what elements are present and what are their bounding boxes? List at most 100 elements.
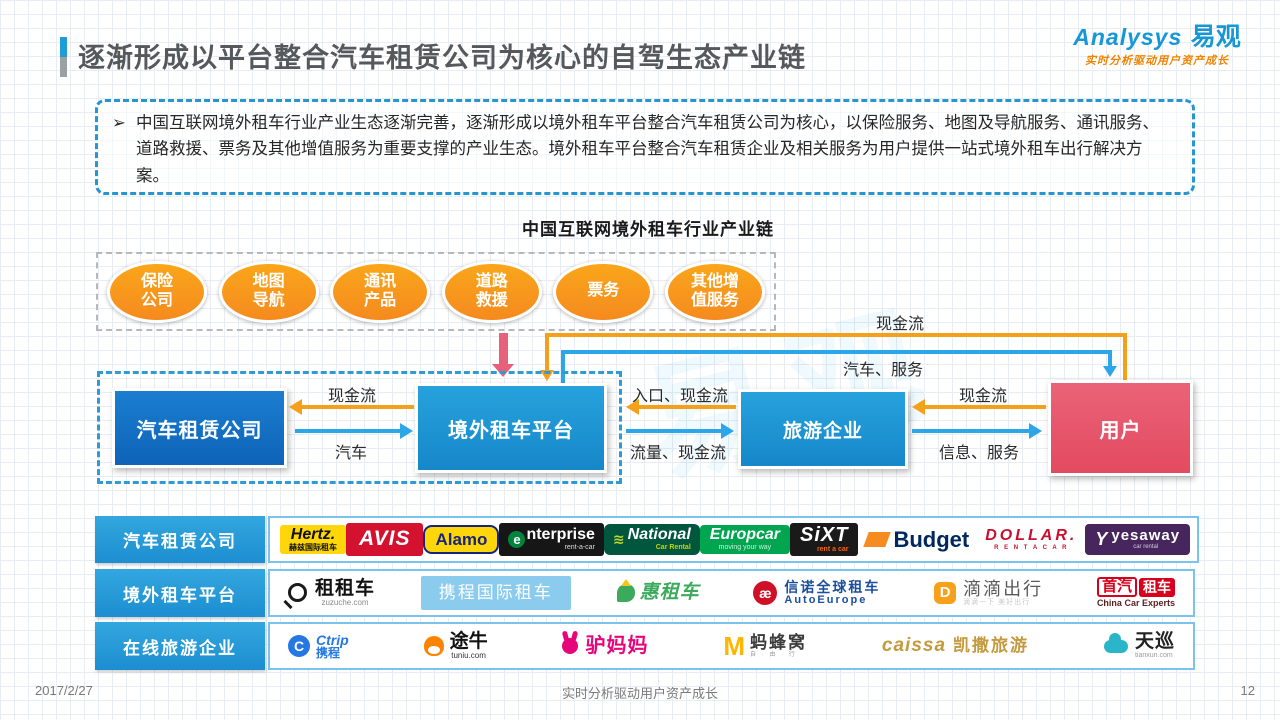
title-accent-bar	[60, 37, 67, 77]
ctrip-text: Ctrip 携程	[316, 633, 349, 659]
flow-platform-rental-line	[301, 405, 414, 409]
flow-travel-user-arrowhead-icon	[1029, 423, 1042, 439]
flow-platform-user-vline-left	[561, 350, 565, 383]
flow-label-cash-rental: 现金流	[327, 388, 376, 405]
shouqi-main-label: 首汽	[1096, 577, 1137, 598]
summary-box: ➢ 中国互联网境外租车行业产业生态逐渐完善，逐渐形成以境外租车平台整合汽车租赁公…	[95, 99, 1195, 195]
tianxun-main-row: 天巡	[1135, 632, 1175, 652]
europcar-text: Europcar moving your way	[710, 527, 780, 552]
huizuche-text: 惠租车	[640, 583, 700, 603]
enterprise-text: nterprise rent-a-car	[526, 527, 594, 552]
national-icon: ≋	[612, 530, 625, 547]
support-services-box: 保险 公司 地图 导航 通讯 产品 道路 救援 票务 其他增 值服务	[96, 252, 776, 331]
flow-label-traffic-cash: 流量、现金流	[629, 445, 726, 462]
ctrip-intl-main-row: 携程国际租车	[439, 584, 553, 602]
zuzuche-text: 租租车 zuzuche.com	[315, 577, 376, 607]
enterprise-main-row: nterprise	[526, 527, 594, 544]
didi-text: 滴滴出行 滴滴一下 美好出行	[963, 579, 1043, 606]
alamo-main-row: Alamo	[435, 530, 487, 549]
logo-hertz: Hertz. 赫兹国际租车	[280, 524, 346, 555]
caissa-text: caissa 凯撒旅游	[882, 636, 1029, 656]
logo-budget: Budget	[858, 524, 978, 555]
sixt-main-label: SiXT	[800, 524, 849, 547]
autoeurope-main-row: 信诺全球租车	[784, 580, 880, 595]
node-overseas-rental-platform: 境外租车平台	[415, 383, 607, 473]
row-label-platforms: 境外租车平台	[95, 569, 265, 617]
footer-slogan: 实时分析驱动用户资产成长	[561, 686, 718, 701]
page-title: 逐渐形成以平台整合汽车租赁公司为核心的自驾生态产业链	[78, 43, 806, 73]
node-car-rental-company: 汽车租赁公司	[112, 388, 287, 468]
brand-name-en: Analysys	[1073, 24, 1183, 50]
yesaway-icon: Y	[1095, 528, 1108, 549]
caissa-secondary-label: 凯撒旅游	[953, 636, 1030, 656]
caissa-main-label: caissa	[881, 635, 947, 657]
mafengwo-main-row: 蚂蜂窝	[750, 634, 807, 652]
zuzuche-main-label: 租租车	[315, 577, 376, 599]
enterprise-main-label: nterprise	[526, 526, 595, 544]
lvmama-icon	[562, 638, 579, 654]
tuniu-text: 途牛 tuniu.com	[450, 631, 488, 660]
logo-ctrip-intl: 携程国际租车	[420, 576, 571, 610]
alamo-text: Alamo	[435, 530, 487, 549]
tianxun-icon	[1103, 632, 1128, 653]
support-service-6: 其他增 值服务	[664, 260, 765, 323]
avis-main-row: AVIS	[359, 528, 410, 550]
flow-user-platform-vline-right	[1123, 333, 1127, 380]
ctrip-intl-main-label: 携程国际租车	[438, 583, 553, 603]
logo-europcar: Europcar moving your way	[699, 525, 791, 554]
zuzuche-sub-label: zuzuche.com	[321, 597, 369, 607]
logo-tianxun: 天巡 tianxun.com	[1096, 629, 1183, 662]
flow-travel-platform-arrowhead-icon	[626, 399, 639, 415]
flow-label-entrance-cash: 入口、现金流	[631, 388, 728, 405]
footer-date: 2017/2/27	[35, 683, 93, 698]
flow-user-travel-line	[924, 405, 1046, 409]
lvmama-main-label: 驴妈妈	[585, 634, 649, 657]
logo-caissa: caissa 凯撒旅游	[874, 633, 1037, 659]
logo-ctrip: C Ctrip 携程	[280, 630, 357, 662]
diagram-title: 中国互联网境外租车行业产业链	[522, 220, 774, 239]
support-to-platform-arrow-line	[499, 333, 508, 366]
logo-zuzuche: 租租车 zuzuche.com	[280, 576, 383, 610]
ctrip-intl-text: 携程国际租车	[439, 584, 553, 602]
hertz-main-row: Hertz.	[291, 526, 335, 544]
yesaway-text: yesaway car rental	[1111, 528, 1180, 550]
support-service-3: 通讯 产品	[330, 260, 431, 323]
tuniu-sub-label: tuniu.com	[451, 650, 486, 660]
huizuche-icon	[616, 579, 635, 602]
flow-label-car: 汽车	[334, 445, 367, 462]
flow-label-cash-top: 现金流	[875, 316, 924, 333]
support-services-row: 保险 公司 地图 导航 通讯 产品 道路 救援 票务 其他增 值服务	[98, 254, 774, 329]
flow-platform-rental-arrowhead-icon	[289, 399, 302, 415]
national-sub-label: Car Rental	[655, 544, 691, 552]
mafengwo-main-label: 蚂蜂窝	[750, 632, 808, 652]
row-label-car-rental: 汽车租赁公司	[95, 516, 265, 563]
enterprise-icon: e	[508, 530, 526, 548]
yesaway-main-label: yesaway	[1111, 527, 1181, 545]
mafengwo-icon: M	[723, 631, 746, 661]
ctrip-main-label: Ctrip	[316, 632, 349, 648]
europcar-main-row: Europcar	[710, 527, 780, 544]
platform-group-dashed-box	[97, 371, 622, 484]
brand-tagline: 实时分析驱动用户资产成长	[1085, 54, 1229, 67]
national-main-row: National	[628, 527, 691, 544]
footer-page-number: 12	[1240, 683, 1255, 698]
flow-user-platform-vline-left	[545, 333, 549, 371]
avis-main-label: AVIS	[359, 527, 411, 551]
logo-enterprise: e nterprise rent-a-car	[499, 523, 604, 556]
support-service-5: 票务	[553, 260, 654, 323]
row-label-online-travel: 在线旅游企业	[95, 622, 265, 670]
flow-platform-user-vline-right	[1108, 350, 1112, 368]
mafengwo-text: 蚂蜂窝自 · 由 · 行	[750, 634, 807, 658]
flow-platform-user-hline	[561, 350, 1112, 354]
autoeurope-main-label: 信诺全球租车	[784, 578, 881, 595]
mafengwo-sub-label: 自 · 由 · 行	[750, 651, 797, 658]
flow-travel-user-line	[912, 429, 1031, 433]
brand-logo: Analysys 易观 实时分析驱动用户资产成长	[1052, 23, 1262, 67]
huizuche-main-row: 惠租车	[640, 583, 700, 603]
sixt-sub-label: rent a car	[816, 546, 849, 554]
lvmama-text: 驴妈妈	[585, 634, 649, 657]
logo-row-platforms: 境外租车平台 租租车 zuzuche.com 携程国际租车 惠租车 æ 信诺全球租车 Aut…	[95, 569, 1195, 617]
summary-text: 中国互联网境外租车行业产业生态逐渐完善，逐渐形成以境外租车平台整合汽车租赁公司为…	[136, 114, 1159, 185]
logo-national: ≋ National Car Rental	[603, 524, 700, 555]
logo-row-car-rental: 汽车租赁公司 Hertz. 赫兹国际租车 AVIS Alamo e nterprise re…	[95, 516, 1199, 563]
